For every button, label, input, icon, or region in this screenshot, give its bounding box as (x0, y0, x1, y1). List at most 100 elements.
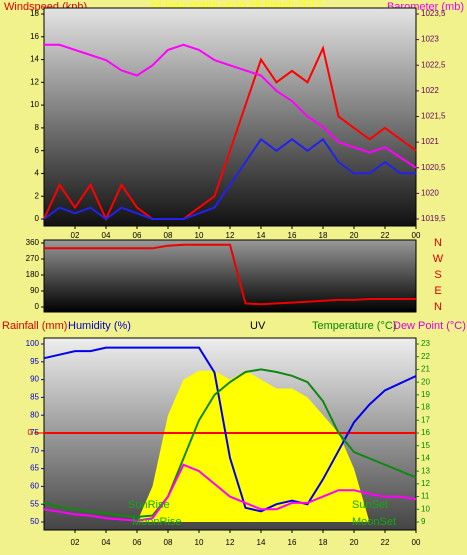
plot-background (43, 239, 417, 313)
x-tick-label: 06 (133, 231, 142, 240)
y-tick-label: 360 (26, 238, 40, 247)
y-tick-label: 10 (421, 504, 430, 513)
series-line (43, 463, 417, 522)
x-tick-label: 18 (319, 538, 328, 547)
y-tick-label: 90 (30, 375, 39, 384)
y-tick-label: 2 (35, 191, 40, 200)
x-tick-label: 22 (381, 538, 390, 547)
annotation: MoonRise (132, 516, 182, 528)
y-tick-label: 18 (30, 9, 39, 18)
y-tick-label: 19 (421, 390, 430, 399)
direction-label: W (433, 253, 444, 265)
y-tick-label: 1019,5 (421, 214, 446, 223)
x-tick-label: 16 (288, 231, 297, 240)
uv-label: UV (250, 320, 266, 332)
y-tick-label: 90 (30, 286, 39, 295)
y-tick-label: 22 (421, 352, 430, 361)
x-tick-label: 08 (164, 231, 173, 240)
x-tick-label: 06 (133, 538, 142, 547)
y-tick-label: 1022,5 (421, 60, 446, 69)
y-tick-label: 10 (30, 100, 39, 109)
x-tick-label: 00 (412, 231, 421, 240)
x-tick-label: 12 (226, 231, 235, 240)
x-tick-label: 00 (412, 538, 421, 547)
y-tick-label: 85 (30, 393, 39, 402)
annotation: SunSet (352, 499, 388, 511)
title: 24 hour graph up to 26 March 2017 (150, 0, 322, 11)
direction-label: N (434, 237, 442, 249)
x-tick-label: 14 (257, 538, 266, 547)
x-tick-label: 18 (319, 231, 328, 240)
uv-area (44, 370, 416, 522)
y-tick-label: 1020 (421, 188, 439, 197)
y-tick-label: 16 (421, 428, 430, 437)
y-tick-label: 80 (30, 410, 39, 419)
y-tick-label: 1021,5 (421, 112, 446, 121)
y-tick-label: 18 (421, 403, 430, 412)
y-tick-label: 15 (421, 441, 430, 450)
y-tick-label: 1020,5 (421, 163, 446, 172)
annotation: SunRise (128, 499, 170, 511)
y-tick-label: 0 (35, 302, 40, 311)
y-tick-label: 8 (35, 123, 40, 132)
y-tick-label: 11 (421, 492, 430, 501)
y-tick-label: 12 (30, 77, 39, 86)
y-tick-label: 16 (30, 32, 39, 41)
y-tick-label: 1021 (421, 137, 439, 146)
x-tick-label: 02 (71, 538, 80, 547)
x-tick-label: 16 (288, 538, 297, 547)
y-tick-label: 6 (35, 146, 40, 155)
direction-label: S (434, 269, 441, 281)
y2-label: Dew Point (°C) (393, 320, 466, 332)
x-tick-label: 08 (164, 538, 173, 547)
y-tick-label: 60 (30, 482, 39, 491)
y-tick-label: 23 (421, 339, 430, 348)
y-label: Rainfall (mm) (2, 320, 67, 332)
y-tick-label: 270 (26, 254, 40, 263)
series-line (44, 243, 416, 306)
x-tick-label: 04 (102, 538, 111, 547)
annotation: MoonSet (352, 516, 396, 528)
plots: 0246810121416181019,510201020,510211021,… (26, 7, 446, 547)
y-tick-label: 180 (26, 270, 40, 279)
series-line (43, 368, 417, 518)
y-label: Humidity (%) (68, 320, 131, 332)
y-tick-label: 20 (421, 377, 430, 386)
y-tick-label: 1022 (421, 86, 439, 95)
x-tick-label: 20 (350, 538, 359, 547)
x-tick-label: 04 (102, 231, 111, 240)
y-tick-label: 14 (421, 454, 430, 463)
x-tick-label: 22 (381, 231, 390, 240)
y-tick-label: 12 (421, 479, 430, 488)
plot-background (43, 7, 417, 227)
series-line (43, 346, 417, 513)
y-tick-label: 95 (30, 357, 39, 366)
series-line (43, 137, 416, 221)
x-tick-label: 02 (71, 231, 80, 240)
y-tick-label: 65 (30, 464, 39, 473)
direction-label: E (434, 285, 441, 297)
y-tick-label: 21 (421, 365, 430, 374)
y-tick-label: 4 (35, 169, 40, 178)
y-tick-label: 55 (30, 499, 39, 508)
y-tick-label: 1023 (421, 35, 439, 44)
x-tick-label: 20 (350, 231, 359, 240)
y-tick-label: 0 (35, 214, 40, 223)
x-tick-label: 14 (257, 231, 266, 240)
y-tick-label: 9 (421, 517, 426, 526)
y-tick-label: 14 (30, 55, 39, 64)
y-tick-label: 70 (30, 446, 39, 455)
direction-label: N (434, 301, 442, 313)
y-tick-label: 100 (26, 339, 40, 348)
y-tick-label: 17 (421, 415, 430, 424)
series-line (44, 43, 417, 169)
y-tick-label: 13 (421, 466, 430, 475)
x-tick-label: 12 (226, 538, 235, 547)
y-tick-label: 50 (30, 517, 39, 526)
y2-label: Temperature (°C) (312, 320, 396, 332)
x-tick-label: 10 (195, 231, 204, 240)
y3-tick-label: 0 (28, 428, 33, 437)
x-tick-label: 10 (195, 538, 204, 547)
y-tick-label: 1023,5 (421, 9, 446, 18)
